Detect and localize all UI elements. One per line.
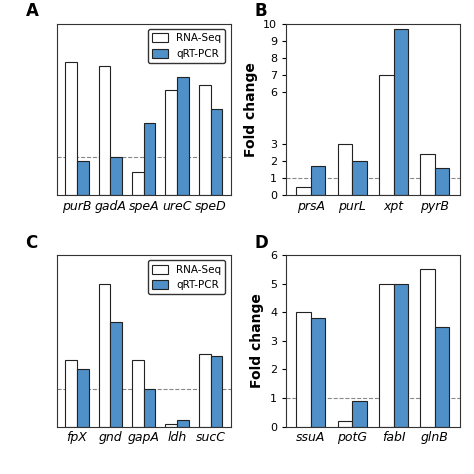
Bar <box>296 187 311 195</box>
Bar <box>65 360 77 427</box>
Bar <box>77 161 89 195</box>
Bar <box>144 123 155 195</box>
Text: B: B <box>255 2 267 20</box>
Bar <box>99 65 110 195</box>
Bar <box>165 91 177 195</box>
Bar <box>338 421 352 427</box>
Bar <box>210 109 222 195</box>
Legend: RNA-Seq, qRT-PCR: RNA-Seq, qRT-PCR <box>148 29 225 63</box>
Bar <box>420 269 435 427</box>
Y-axis label: Fold change: Fold change <box>250 293 264 388</box>
Bar <box>144 389 155 427</box>
Bar <box>110 322 122 427</box>
Bar <box>296 312 311 427</box>
Bar <box>132 360 144 427</box>
Bar <box>379 284 393 427</box>
Text: A: A <box>26 2 38 20</box>
Bar <box>99 284 110 427</box>
Bar <box>338 144 352 195</box>
Bar <box>393 284 408 427</box>
Bar <box>352 401 367 427</box>
Bar <box>352 161 367 195</box>
Bar <box>165 424 177 427</box>
Y-axis label: Fold change: Fold change <box>244 62 257 157</box>
Bar <box>177 77 189 195</box>
Bar <box>65 62 77 195</box>
Bar <box>311 166 325 195</box>
Bar <box>199 354 210 427</box>
Bar <box>110 157 122 195</box>
Bar <box>77 369 89 427</box>
Bar <box>435 168 449 195</box>
Bar <box>420 154 435 195</box>
Bar <box>379 75 393 195</box>
Text: D: D <box>255 234 269 252</box>
Bar <box>132 172 144 195</box>
Bar <box>177 420 189 427</box>
Bar <box>210 356 222 427</box>
Bar <box>435 327 449 427</box>
Bar <box>393 29 408 195</box>
Legend: RNA-Seq, qRT-PCR: RNA-Seq, qRT-PCR <box>148 260 225 294</box>
Text: C: C <box>26 234 38 252</box>
Bar <box>199 85 210 195</box>
Bar <box>311 318 325 427</box>
